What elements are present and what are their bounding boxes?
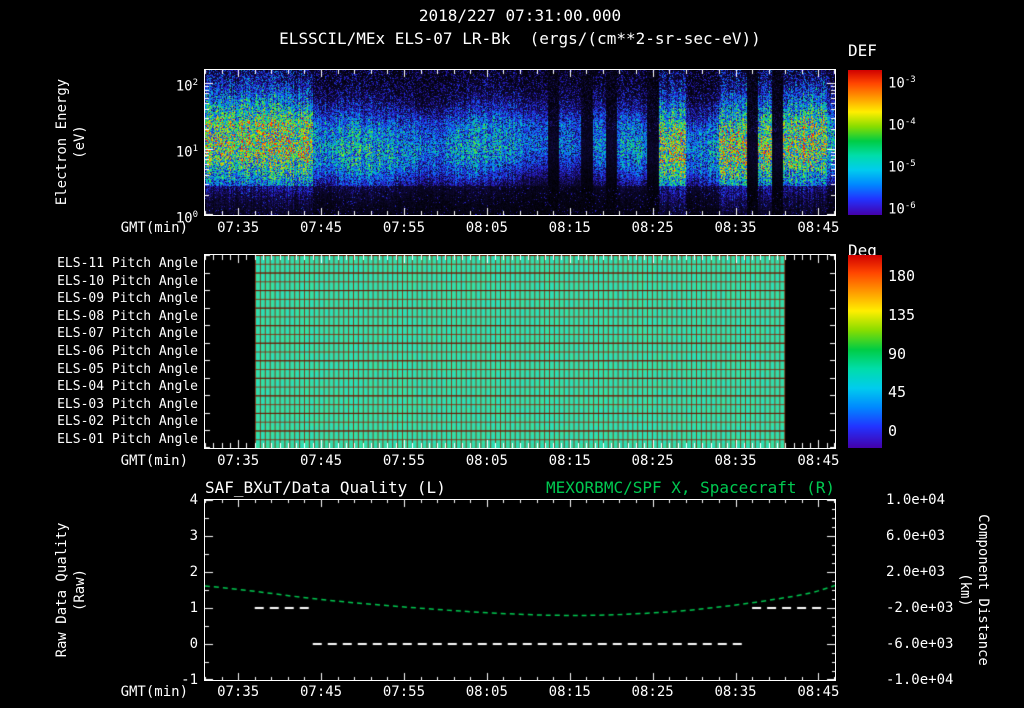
time-tick-label: 08:45 bbox=[797, 684, 840, 700]
gmt-label-pitch: GMT(min) bbox=[120, 453, 188, 469]
pitch-row-label: ELS-02 Pitch Angle bbox=[57, 414, 198, 430]
time-tick-label: 08:15 bbox=[548, 684, 591, 700]
pitch-angle-heatmap-canvas bbox=[204, 254, 836, 449]
time-tick-label: 07:55 bbox=[382, 220, 426, 236]
spectrogram-y-axis-label-line1: Electron Energy bbox=[54, 78, 70, 206]
time-tick-label: 08:25 bbox=[631, 220, 674, 236]
quality-tick-label: 1 bbox=[189, 600, 198, 616]
time-tick-label: 08:15 bbox=[548, 453, 591, 469]
energy-tick-label: 101 bbox=[175, 144, 198, 161]
deg-colorbar-tick-label: 0 bbox=[888, 422, 898, 440]
energy-tick-label: 102 bbox=[175, 78, 198, 95]
def-colorbar-tick-label: 10-5 bbox=[888, 159, 916, 176]
time-tick-label: 07:35 bbox=[217, 684, 260, 700]
time-tick-label: 08:45 bbox=[797, 220, 840, 236]
energy-tick-label: 100 bbox=[175, 210, 198, 227]
bottom-title-left: SAF_BXuT/Data Quality (L) bbox=[205, 478, 446, 497]
pitch-row-label: ELS-08 Pitch Angle bbox=[57, 308, 198, 324]
def-colorbar-tick-label: 10-6 bbox=[888, 201, 916, 218]
quality-tick-label: 3 bbox=[189, 528, 198, 544]
distance-tick-label: -2.0e+03 bbox=[886, 600, 954, 616]
def-colorbar-tick-label: 10-3 bbox=[888, 75, 916, 92]
pitch-row-label: ELS-04 Pitch Angle bbox=[57, 379, 198, 395]
time-tick-label: 07:45 bbox=[299, 220, 343, 236]
time-tick-label: 08:45 bbox=[797, 453, 840, 469]
quality-tick-label: 2 bbox=[189, 564, 198, 580]
distance-y-axis-label-line2: (km) bbox=[957, 573, 973, 607]
spectrogram-y-axis-label: Electron Energy (eV) bbox=[53, 79, 89, 205]
distance-tick-label: -1.0e+04 bbox=[886, 672, 954, 688]
quality-y-axis-label-line2: (Raw) bbox=[72, 568, 88, 612]
time-tick-label: 07:45 bbox=[299, 453, 343, 469]
distance-tick-label: 2.0e+03 bbox=[886, 564, 946, 580]
deg-colorbar-tick-label: 90 bbox=[888, 344, 907, 363]
time-tick-label: 08:25 bbox=[631, 453, 674, 469]
time-tick-label: 08:25 bbox=[631, 684, 674, 700]
pitch-row-label: ELS-11 Pitch Angle bbox=[57, 256, 198, 272]
time-tick-label: 08:05 bbox=[465, 684, 508, 700]
distance-tick-label: -6.0e+03 bbox=[886, 636, 954, 652]
pitch-row-label: ELS-10 Pitch Angle bbox=[57, 273, 198, 289]
distance-tick-label: 6.0e+03 bbox=[886, 528, 946, 544]
time-tick-label: 08:35 bbox=[714, 684, 757, 700]
deg-colorbar bbox=[848, 255, 882, 448]
pitch-row-label: ELS-06 Pitch Angle bbox=[57, 343, 198, 359]
spectrogram-y-axis-label-line2: (eV) bbox=[72, 125, 88, 159]
quality-tick-label: 4 bbox=[189, 492, 198, 508]
electron-energy-spectrogram-canvas bbox=[204, 69, 836, 216]
def-colorbar bbox=[848, 70, 882, 215]
pitch-row-label: ELS-03 Pitch Angle bbox=[57, 396, 198, 412]
time-tick-label: 08:35 bbox=[714, 220, 757, 236]
header-title: ELSSCIL/MEx ELS-07 LR-Bk (ergs/(cm**2-sr… bbox=[279, 29, 761, 48]
time-tick-label: 08:15 bbox=[548, 220, 591, 236]
time-tick-label: 08:05 bbox=[465, 453, 508, 469]
time-tick-label: 08:35 bbox=[714, 453, 757, 469]
time-tick-label: 07:35 bbox=[217, 220, 260, 236]
time-tick-label: 08:05 bbox=[465, 220, 508, 236]
bottom-panel-titles: SAF_BXuT/Data Quality (L) MEXORBMC/SPF X… bbox=[205, 478, 835, 497]
header-datetime: 2018/227 07:31:00.000 bbox=[418, 6, 622, 25]
distance-tick-label: 1.0e+04 bbox=[886, 492, 946, 508]
pitch-row-label: ELS-07 Pitch Angle bbox=[57, 326, 198, 342]
quality-tick-label: 0 bbox=[189, 636, 198, 652]
time-tick-label: 07:55 bbox=[382, 684, 426, 700]
def-colorbar-tick-label: 10-4 bbox=[888, 117, 916, 134]
distance-y-axis-label: Component Distance (km) bbox=[956, 514, 992, 666]
quality-y-axis-label-line1: Raw Data Quality bbox=[54, 522, 70, 658]
time-tick-label: 07:35 bbox=[217, 453, 260, 469]
time-tick-label: 07:45 bbox=[299, 684, 343, 700]
deg-colorbar-tick-label: 45 bbox=[888, 383, 907, 402]
gmt-label-spectrogram: GMT(min) bbox=[120, 220, 188, 236]
bottom-title-right: MEXORBMC/SPF X, Spacecraft (R) bbox=[546, 478, 835, 497]
quality-tick-label: -1 bbox=[181, 672, 198, 688]
gmt-label-bottom: GMT(min) bbox=[120, 684, 188, 700]
deg-colorbar-tick-label: 135 bbox=[888, 305, 916, 324]
pitch-row-label: ELS-09 Pitch Angle bbox=[57, 291, 198, 307]
pitch-row-label: ELS-05 Pitch Angle bbox=[57, 361, 198, 377]
time-tick-label: 07:55 bbox=[382, 453, 426, 469]
quality-y-axis-label: Raw Data Quality (Raw) bbox=[53, 523, 89, 658]
quality-distance-plot-canvas bbox=[204, 499, 836, 681]
pitch-row-label: ELS-01 Pitch Angle bbox=[57, 431, 198, 447]
def-colorbar-title: DEF bbox=[848, 41, 877, 60]
deg-colorbar-tick-label: 180 bbox=[888, 267, 916, 285]
distance-y-axis-label-line1: Component Distance bbox=[975, 514, 991, 666]
